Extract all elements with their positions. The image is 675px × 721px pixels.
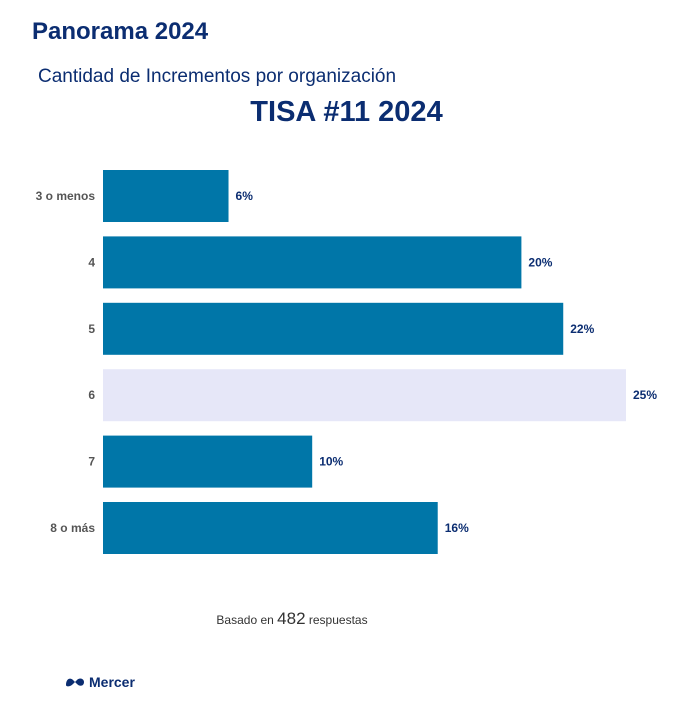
category-label-0: 3 o menos [36,189,96,203]
category-label-1: 4 [88,255,95,269]
value-label-1: 20% [528,255,552,269]
page-title: Panorama 2024 [32,18,209,45]
bar-0 [103,170,229,222]
category-label-5: 8 o más [50,521,95,535]
value-label-3: 25% [633,388,657,402]
responses-footnote: Basado en 482 respuestas [0,609,584,629]
chart-title: TISA #11 2024 [250,96,443,128]
bar-chart: 3 o menos 6% 4 20% 5 22% 6 25% 7 10% 8 o más 16% [36,170,657,554]
bar-3 [103,369,626,422]
page-subtitle: Cantidad de Incrementos por organización [38,66,397,87]
footnote-prefix: Basado en [216,613,274,627]
mercer-logo-text: Mercer [89,674,135,690]
value-label-4: 10% [319,455,343,469]
response-count: 482 [277,609,306,628]
footnote-suffix: respuestas [308,613,368,627]
bar-1 [103,236,522,289]
bar-4 [103,435,313,488]
bar-5 [103,502,438,554]
bar-2 [103,302,564,355]
value-label-2: 22% [570,322,594,336]
mercer-logo: Mercer [65,674,135,690]
mercer-logo-icon [66,678,84,687]
category-label-4: 7 [88,455,95,469]
value-label-5: 16% [445,521,469,535]
category-label-2: 5 [88,322,95,336]
value-label-0: 6% [236,189,254,203]
category-label-3: 6 [88,388,95,402]
